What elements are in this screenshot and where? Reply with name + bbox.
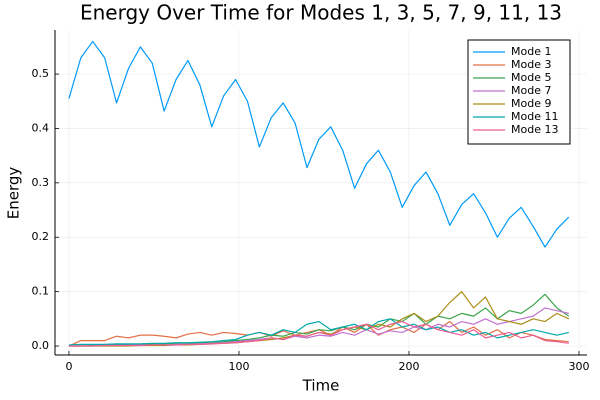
- y-tick-label: 0.1: [32, 285, 50, 298]
- series-line: [68, 320, 569, 347]
- series-line: [68, 293, 570, 347]
- legend-label: Mode 13: [511, 123, 558, 136]
- legend-label: Mode 1: [511, 45, 551, 58]
- series-line: [68, 307, 569, 347]
- x-tick-label: 100: [228, 360, 249, 373]
- y-axis-label: Energy: [5, 167, 23, 220]
- x-tick-label: 300: [569, 360, 590, 373]
- series-line: [68, 318, 569, 346]
- legend-label: Mode 11: [511, 110, 558, 123]
- chart-title: Energy Over Time for Modes 1, 3, 5, 7, 9…: [80, 1, 562, 25]
- x-tick-label: 200: [398, 360, 419, 373]
- x-tick-label: 0: [65, 360, 72, 373]
- y-tick-label: 0.4: [32, 121, 50, 134]
- y-tick-label: 0.0: [32, 339, 50, 352]
- y-tick-label: 0.5: [32, 67, 50, 80]
- legend-label: Mode 7: [511, 84, 551, 97]
- legend-box: [467, 39, 571, 145]
- x-axis-label: Time: [302, 377, 340, 395]
- series-line: [68, 40, 570, 248]
- y-tick-label: 0.3: [32, 176, 50, 189]
- legend-label: Mode 3: [511, 58, 551, 71]
- legend-label: Mode 9: [511, 97, 551, 110]
- legend-label: Mode 5: [511, 71, 551, 84]
- y-tick-label: 0.2: [32, 230, 50, 243]
- series-line: [68, 291, 570, 347]
- series-line: [68, 320, 569, 347]
